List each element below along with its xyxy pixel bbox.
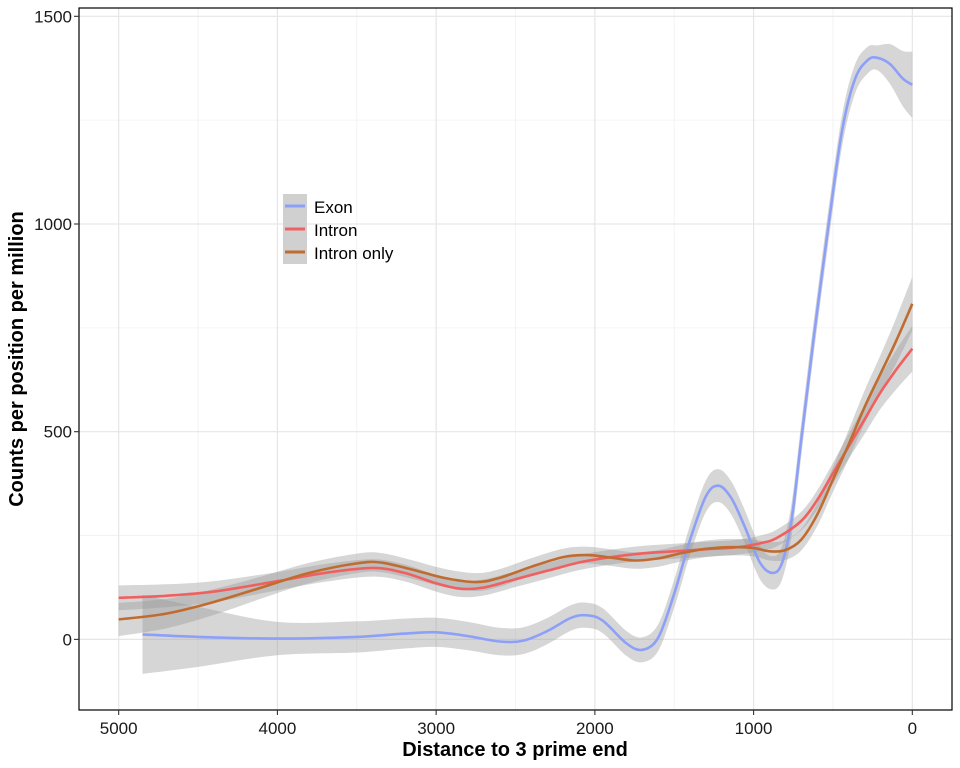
y-tick-label: 0 <box>63 630 72 649</box>
y-tick-label: 1500 <box>34 7 72 26</box>
x-tick-label: 0 <box>908 719 917 738</box>
confidence-bands <box>118 43 913 674</box>
y-axis: 0 500 1000 1500 <box>34 7 79 649</box>
x-axis: 5000 4000 3000 2000 1000 0 <box>100 710 917 738</box>
legend-label-intron-only: Intron only <box>314 244 394 263</box>
x-tick-label: 2000 <box>576 719 614 738</box>
x-axis-title: Distance to 3 prime end <box>402 739 628 761</box>
legend-label-exon: Exon <box>314 198 353 217</box>
legend: Exon Intron Intron only <box>283 194 394 264</box>
x-tick-label: 1000 <box>735 719 773 738</box>
y-axis-title: Counts per position per million <box>6 211 28 507</box>
legend-item-intron: Intron <box>283 218 357 241</box>
y-tick-label: 500 <box>44 423 72 442</box>
confidence-band-intron-only <box>118 276 913 637</box>
legend-label-intron: Intron <box>314 221 357 240</box>
series-line-intron-only <box>118 303 914 621</box>
x-tick-label: 3000 <box>417 719 455 738</box>
y-tick-label: 1000 <box>34 215 72 234</box>
legend-item-intron-only: Intron only <box>283 241 394 264</box>
grid-lines <box>79 8 952 710</box>
x-tick-label: 4000 <box>258 719 296 738</box>
series-line-exon <box>142 56 913 652</box>
plot-border <box>78 7 953 711</box>
series-lines <box>118 56 914 652</box>
x-tick-label: 5000 <box>100 719 138 738</box>
legend-item-exon: Exon <box>283 194 353 218</box>
